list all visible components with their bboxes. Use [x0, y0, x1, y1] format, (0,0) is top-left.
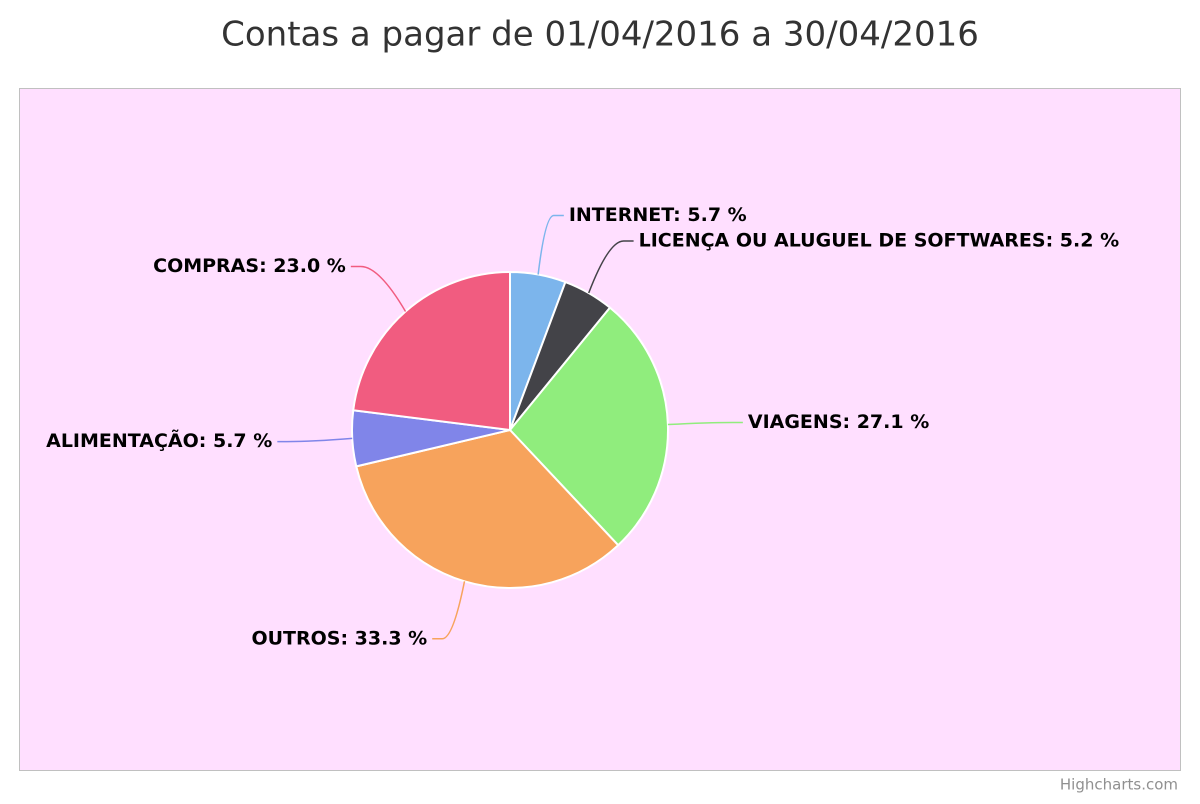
data-label: INTERNET: 5.7 % — [569, 204, 747, 226]
data-label: OUTROS: 33.3 % — [251, 627, 427, 649]
connector — [277, 437, 353, 443]
connector — [350, 265, 407, 312]
connector — [432, 581, 466, 640]
data-label: COMPRAS: 23.0 % — [153, 255, 346, 277]
connector — [588, 240, 634, 294]
data-label: LICENÇA OU ALUGUEL DE SOFTWARES: 5.2 % — [639, 229, 1120, 251]
pie-slice — [508, 306, 669, 547]
pie-slice — [352, 270, 511, 432]
connector — [537, 214, 564, 275]
data-label: ALIMENTAÇÃO: 5.7 % — [46, 428, 272, 452]
data-label: VIAGENS: 27.1 % — [748, 411, 929, 433]
chart-title: Contas a pagar de 01/04/2016 a 30/04/201… — [221, 15, 979, 55]
credits[interactable]: Highcharts.com — [1060, 776, 1178, 794]
connector — [667, 421, 743, 426]
